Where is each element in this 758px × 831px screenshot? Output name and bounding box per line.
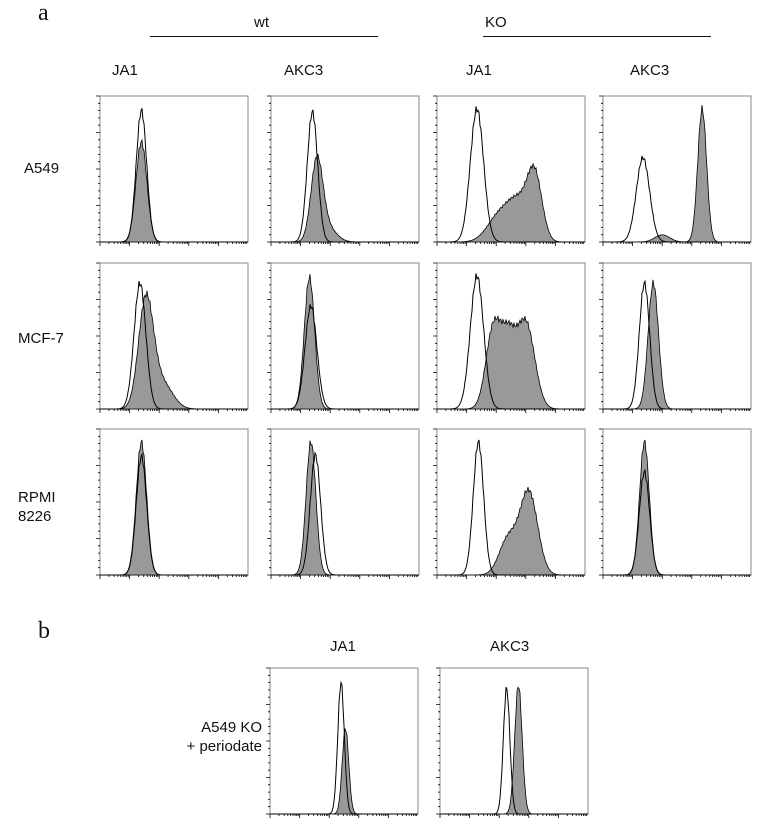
row-label: RPMI 8226 xyxy=(18,489,56,525)
open-histogram xyxy=(100,108,248,243)
column-header: JA1 xyxy=(330,638,356,655)
axis-ticks xyxy=(433,428,585,579)
group-line-wt xyxy=(150,36,378,37)
axis-ticks xyxy=(266,667,418,818)
open-histogram xyxy=(271,451,419,576)
row-label: A549 KO + periodate xyxy=(186,719,262,755)
plot-frame xyxy=(99,95,249,243)
plot-frame xyxy=(602,95,752,243)
open-histogram xyxy=(437,273,585,410)
axis-ticks xyxy=(433,95,585,246)
group-line-ko xyxy=(483,36,711,37)
axis-ticks xyxy=(96,95,248,246)
group-header-wt: wt xyxy=(254,14,269,31)
column-header: AKC3 xyxy=(630,62,670,79)
axis-ticks xyxy=(267,262,419,413)
axis-ticks xyxy=(96,262,248,413)
axis-ticks xyxy=(599,428,751,579)
plot-frame xyxy=(270,428,420,576)
column-header: JA1 xyxy=(466,62,492,79)
plot-frame xyxy=(270,262,420,410)
plot-frame xyxy=(602,428,752,576)
group-header-ko: KO xyxy=(485,14,507,31)
column-header: AKC3 xyxy=(490,638,530,655)
axis-ticks xyxy=(267,428,419,579)
open-histogram xyxy=(437,439,585,576)
panel-a-label: a xyxy=(38,0,49,26)
plot-frame xyxy=(270,95,420,243)
open-histogram xyxy=(437,106,585,243)
axis-ticks xyxy=(599,95,751,246)
axis-ticks xyxy=(433,262,585,413)
axis-ticks xyxy=(436,667,588,818)
plot-frame xyxy=(99,428,249,576)
open-histogram xyxy=(271,304,419,410)
column-header: AKC3 xyxy=(284,62,324,79)
column-header: JA1 xyxy=(112,62,138,79)
axis-ticks xyxy=(96,428,248,579)
panel-b-label: b xyxy=(38,618,50,644)
open-histogram xyxy=(100,452,248,576)
axis-ticks xyxy=(267,95,419,246)
open-histogram xyxy=(271,109,419,243)
plot-frame xyxy=(99,262,249,410)
open-histogram xyxy=(603,468,751,576)
open-histogram xyxy=(100,281,248,410)
row-label: MCF-7 xyxy=(18,330,64,347)
plot-frame xyxy=(602,262,752,410)
open-histogram xyxy=(603,155,751,243)
open-histogram xyxy=(603,279,751,410)
axis-ticks xyxy=(599,262,751,413)
row-label: A549 xyxy=(24,160,60,177)
